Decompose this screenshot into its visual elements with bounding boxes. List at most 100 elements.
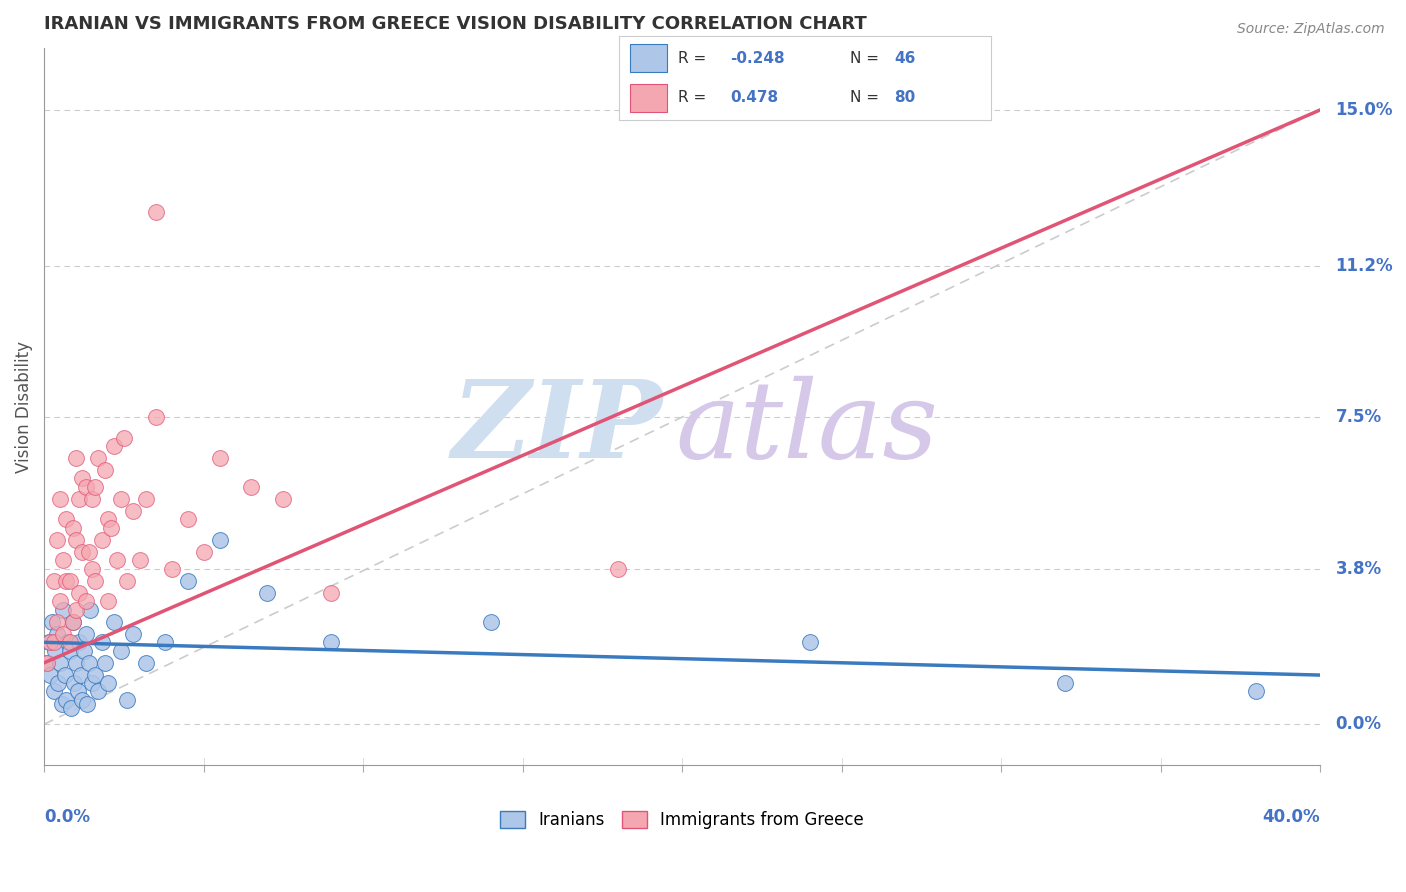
Point [65,450,87,465]
Point [55,574,77,588]
Point [44,643,66,657]
Text: -0.248: -0.248 [731,51,785,66]
Point [135,656,157,670]
Point [93,656,115,670]
Point [59,635,82,649]
Point [67,635,90,649]
Point [607,561,630,575]
Point [42,574,65,588]
Point [39,668,62,682]
Bar [630,84,666,112]
Point [128,553,150,567]
Point [49,594,72,608]
Point [77,656,100,670]
Point [103,439,125,453]
Point [55,692,77,706]
Point [240,480,263,494]
Point [110,643,132,657]
Point [69,668,91,682]
Point [42,635,65,649]
Text: 46: 46 [894,51,915,66]
Point [84,574,107,588]
Point [80,676,103,690]
Point [51,697,73,711]
Text: 0.0%: 0.0% [44,808,90,826]
Point [256,586,278,600]
Point [42,684,65,698]
Point [75,594,97,608]
Point [97,676,120,690]
Point [84,668,107,682]
Point [193,545,215,559]
Point [62,615,84,629]
Point [321,586,343,600]
Point [122,504,145,518]
Point [52,553,75,567]
Point [97,512,120,526]
Point [66,684,89,698]
Point [65,656,87,670]
Text: 80: 80 [894,90,915,105]
Point [112,431,135,445]
Point [53,668,76,682]
Point [115,692,138,706]
Point [1054,676,1077,690]
Text: 11.2%: 11.2% [1336,257,1393,275]
Bar [630,44,666,72]
Point [65,602,87,616]
Text: 0.478: 0.478 [731,90,779,105]
Point [37,656,59,670]
Point [97,594,120,608]
Point [115,574,138,588]
Point [799,635,821,649]
Point [39,635,62,649]
Point [1246,684,1268,698]
Point [135,491,157,506]
Point [80,561,103,575]
Text: ZIP: ZIP [451,376,664,482]
Point [72,545,94,559]
Point [93,463,115,477]
Point [55,512,77,526]
Point [67,586,90,600]
Point [75,480,97,494]
Point [103,615,125,629]
Point [176,574,198,588]
Point [73,643,96,657]
Point [63,676,86,690]
Point [67,491,90,506]
Point [87,450,110,465]
Text: Source: ZipAtlas.com: Source: ZipAtlas.com [1237,22,1385,37]
Point [100,521,122,535]
Point [37,656,59,670]
Point [155,635,177,649]
Point [110,491,132,506]
Text: N =: N = [849,51,883,66]
Point [52,602,75,616]
Point [80,491,103,506]
Point [45,615,67,629]
Point [75,627,97,641]
Y-axis label: Vision Disability: Vision Disability [15,341,32,473]
Point [273,491,295,506]
Point [84,480,107,494]
Text: R =: R = [678,90,716,105]
Point [56,635,79,649]
Point [45,533,67,547]
Point [208,533,231,547]
Text: atlas: atlas [676,376,939,481]
Legend: Iranians, Immigrants from Greece: Iranians, Immigrants from Greece [494,805,870,836]
Point [479,615,502,629]
Point [60,701,83,715]
Point [122,627,145,641]
Text: 0.0%: 0.0% [1336,715,1382,733]
Point [49,491,72,506]
Point [76,697,98,711]
Point [65,533,87,547]
Point [90,635,112,649]
Point [62,615,84,629]
Point [208,450,231,465]
Point [59,574,82,588]
Point [45,627,67,641]
Point [48,676,70,690]
